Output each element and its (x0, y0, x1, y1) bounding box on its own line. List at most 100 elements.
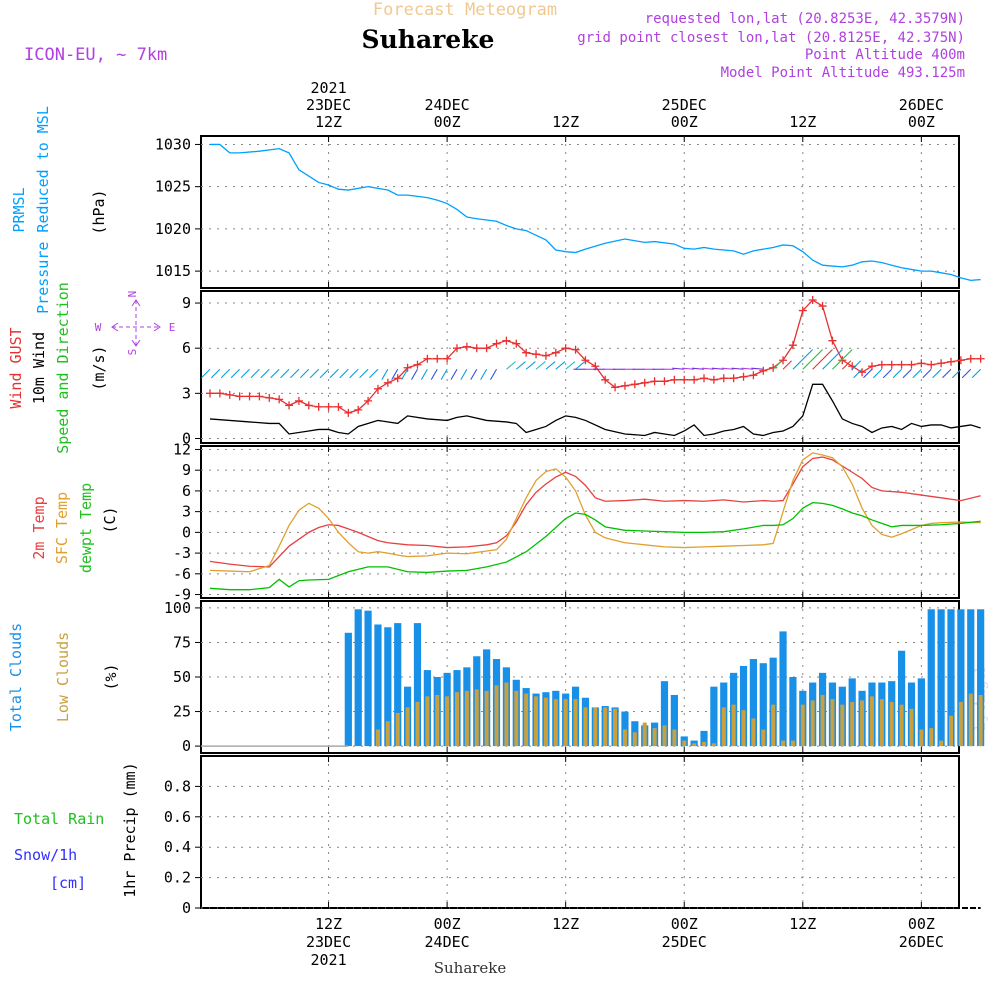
wind-arrow (440, 368, 448, 380)
bottom-time-label: 25DEC (662, 933, 707, 951)
gust-point (690, 375, 699, 384)
gust-point (324, 402, 333, 411)
top-time-label: 26DEC (899, 96, 944, 114)
snow-label: Snow/1h (14, 846, 77, 864)
pressure-panel: 1015 1020 1025 1030 (155, 135, 981, 289)
wind-arrow (515, 361, 526, 370)
wind-gust-label: Wind GUST (7, 327, 25, 408)
compass-e: E (169, 321, 176, 334)
wind-arrow (555, 361, 566, 370)
low-clouds-bar (840, 704, 845, 747)
total-clouds-bar (700, 730, 708, 747)
gust-point (729, 374, 738, 383)
temp-sfc-label: SFC Temp (53, 492, 71, 564)
wind-panel: 0 3 6 9 (182, 290, 985, 447)
wind-arrow (411, 368, 418, 380)
wind-arrow (971, 368, 982, 379)
low-clouds-bar (494, 685, 499, 747)
total-clouds-bar (374, 624, 382, 747)
low-clouds-bar (445, 696, 450, 747)
top-time-label: 12Z (552, 113, 579, 131)
gust-point (700, 374, 708, 383)
gust-point (620, 381, 629, 390)
gust-point (462, 342, 471, 351)
total-clouds-bar (394, 623, 402, 747)
wind-arrow (802, 349, 823, 370)
low-clouds-bar (563, 699, 568, 747)
wind-arrow (545, 361, 556, 370)
wind-arrow (381, 368, 389, 380)
compass-s: S (126, 349, 139, 356)
bottom-time-label: 00Z (908, 915, 935, 933)
gust-point (245, 392, 254, 401)
low-clouds-bar (869, 696, 874, 747)
low-clouds-bar (978, 694, 983, 747)
clouds-panel: 0 25 50 75 100 (164, 599, 985, 755)
gust-point (956, 356, 965, 365)
y-tick-label: 25 (173, 703, 191, 721)
wind-arrow (391, 368, 399, 380)
low-clouds-bar (632, 732, 637, 747)
wind-arrow (851, 360, 862, 370)
low-clouds-bar (810, 700, 815, 747)
gust-point (611, 383, 620, 392)
low-clouds-bar (682, 740, 687, 747)
wind-arrow (319, 368, 329, 379)
point-altitude: Point Altitude 400m (805, 47, 965, 63)
wind-arrow (420, 368, 428, 380)
wind-arrow (329, 368, 339, 379)
wind-arrow (701, 367, 714, 370)
bottom-time-label: 00Z (434, 915, 461, 933)
gust-point (285, 401, 294, 410)
precip-panel: 0 0.2 0.4 0.6 0.8 (164, 755, 981, 917)
wind-arrow (691, 367, 705, 370)
prmsl-label: PRMSL (10, 187, 28, 232)
wind-arrow (230, 368, 241, 379)
wind-arrow (912, 368, 922, 379)
compass-n: N (126, 291, 139, 298)
total-clouds-bar (789, 677, 797, 747)
gust-point (818, 302, 827, 311)
y-tick-label: 0.2 (164, 869, 191, 887)
y-tick-label: 0 (182, 899, 191, 917)
grid-coords: grid point closest lon,lat (20.8125E, 42… (577, 30, 965, 46)
total-clouds-bar (947, 609, 955, 747)
total-clouds-bar (739, 665, 748, 747)
low-clouds-bar (514, 690, 519, 747)
low-clouds-bar (929, 728, 934, 747)
gust-point (907, 360, 916, 369)
total-clouds-bar (364, 610, 372, 747)
y-tick-label: 1015 (155, 262, 191, 280)
top-time-label: 12Z (315, 113, 342, 131)
gust-point (769, 363, 778, 372)
low-clouds-bar (484, 690, 489, 747)
y-tick-label: -6 (173, 565, 191, 583)
wind-arrow (872, 368, 883, 379)
gust-point (640, 378, 649, 387)
total-clouds-bar (769, 657, 777, 747)
y-tick-label: -9 (173, 586, 191, 604)
gust-point (373, 384, 382, 393)
low-clouds-bar (375, 729, 380, 747)
gust-point (512, 339, 521, 348)
gust-point (393, 374, 402, 383)
pressure-unit: (hPa) (90, 189, 108, 234)
gust-point (443, 354, 452, 363)
wind-arrow (349, 368, 359, 379)
gust-point (294, 396, 303, 405)
gust-point (581, 356, 590, 365)
wind-arrow (922, 368, 932, 379)
gust-point (650, 377, 659, 386)
wind-arrow (490, 368, 497, 380)
y-tick-label: 1025 (155, 178, 191, 196)
low-clouds-bar (642, 722, 647, 747)
y-tick-label: 0 (182, 737, 191, 755)
low-clouds-bar (583, 707, 588, 747)
gust-point (897, 360, 906, 369)
wind-arrow (260, 368, 270, 379)
low-clouds-bar (464, 690, 469, 747)
wind-arrow (220, 368, 231, 379)
wind-arrow (401, 368, 409, 380)
low-clouds-bar (455, 692, 459, 747)
